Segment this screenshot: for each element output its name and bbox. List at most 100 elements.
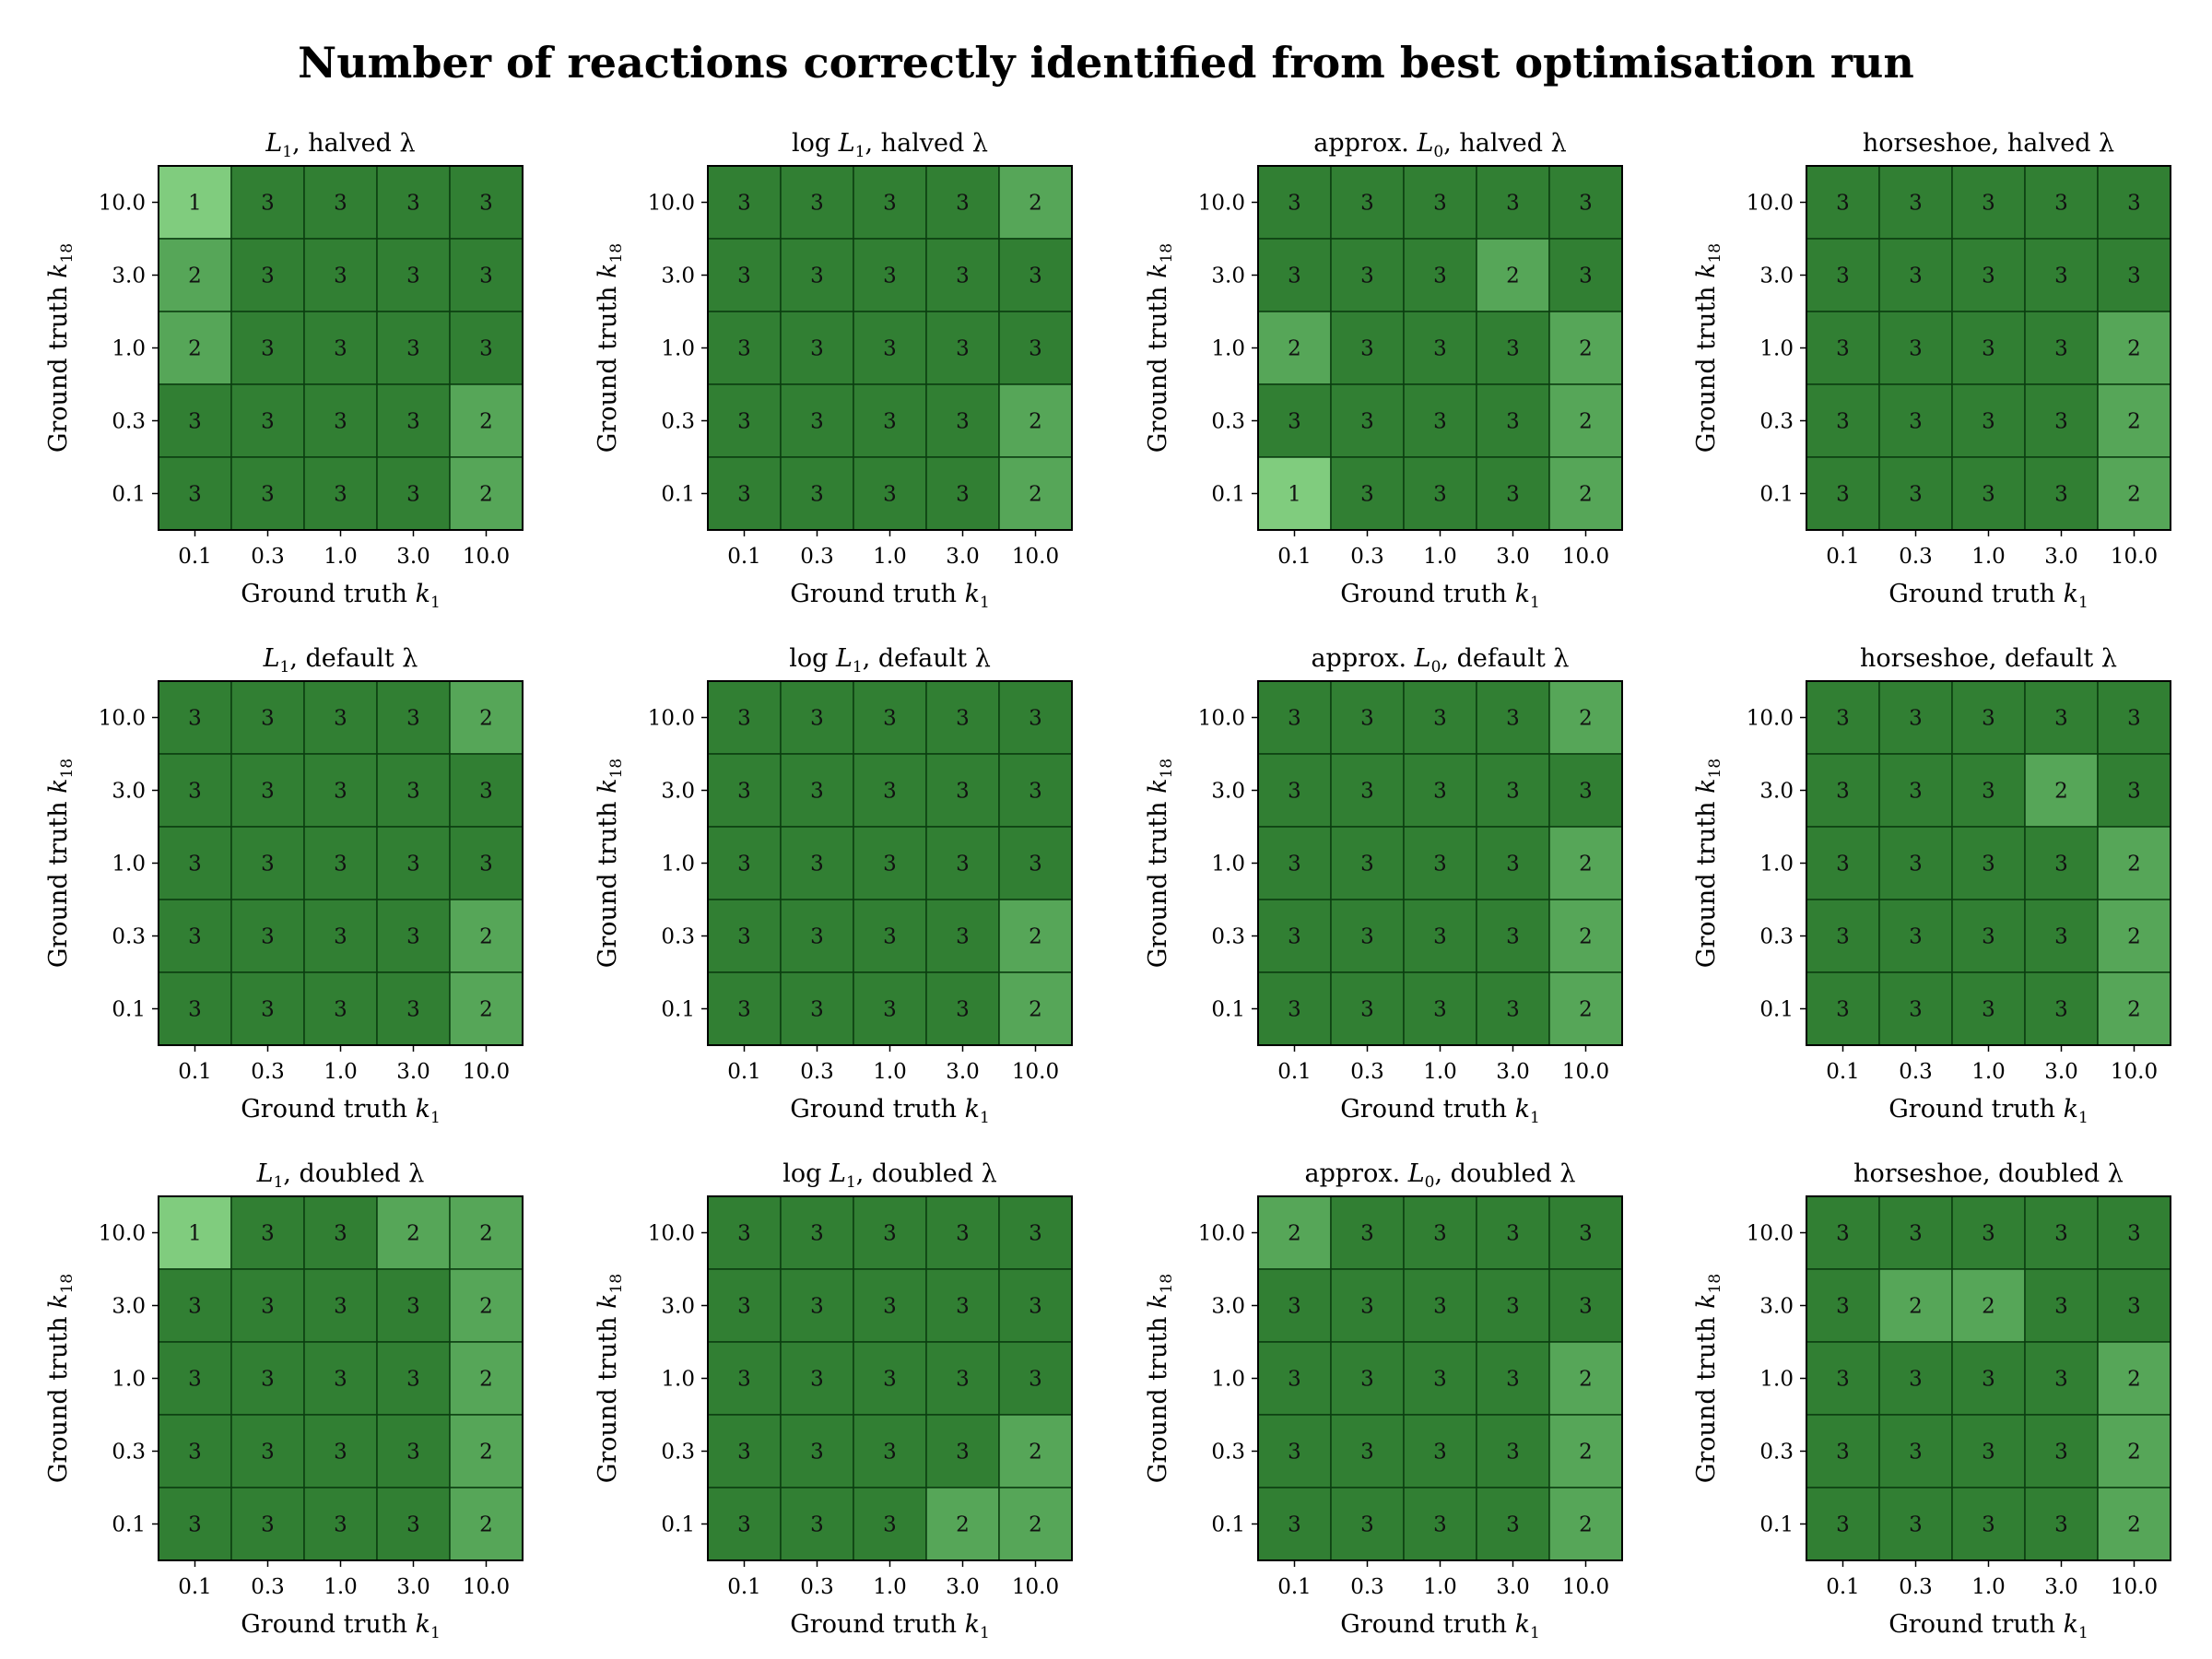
cell-value-label: 3 (406, 853, 420, 877)
cell-value-label: 3 (261, 192, 275, 216)
heatmap-cell (2097, 680, 2171, 755)
y-tick-label: 10.0 (1747, 707, 1794, 731)
cell-value-label: 3 (1982, 925, 1995, 949)
heatmap-cell (449, 1268, 524, 1343)
heatmap-cell (853, 971, 927, 1046)
x-axis-label: Ground truth k1 (1340, 1095, 1540, 1127)
cell-value-label: 3 (810, 1222, 824, 1246)
cell-value-label: 3 (737, 265, 751, 288)
heatmap-cell (376, 899, 451, 973)
heatmap-cell (230, 753, 305, 828)
cell-value-label: 2 (1579, 1513, 1593, 1537)
cell-value-label: 3 (810, 192, 824, 216)
cell-value-label: 3 (1360, 853, 1374, 877)
heatmap-cell (1548, 1195, 1623, 1270)
heatmap-cell (1476, 1487, 1550, 1561)
cell-value-label: 3 (1360, 707, 1374, 731)
heatmap-cell (230, 165, 305, 240)
cell-value-label: 3 (737, 998, 751, 1022)
cell-value-label: 2 (2127, 1368, 2141, 1392)
cell-value-label: 3 (1836, 410, 1850, 434)
heatmap-cell (707, 383, 782, 458)
cell-value-label: 2 (479, 998, 493, 1022)
cell-value-label: 3 (1360, 1295, 1374, 1319)
cell-value-label: 3 (737, 1441, 751, 1465)
heatmap-cell (449, 383, 524, 458)
x-tick-label: 1.0 (324, 545, 358, 569)
cell-value-label: 3 (2054, 1441, 2068, 1465)
y-tick-label: 3.0 (661, 1295, 695, 1319)
cell-value-label: 3 (2054, 707, 2068, 731)
cell-value-label: 3 (1433, 780, 1447, 804)
heatmap-cell (2097, 1195, 2171, 1270)
panel-title: L1, doubled λ (256, 1159, 425, 1192)
cell-value-label: 3 (1909, 337, 1923, 361)
x-tick-label: 1.0 (873, 545, 907, 569)
cell-value-label: 3 (334, 1295, 347, 1319)
cell-value-label: 3 (406, 925, 420, 949)
cell-value-label: 3 (1982, 1441, 1995, 1465)
heatmap-cell (230, 899, 305, 973)
cell-value-label: 3 (334, 192, 347, 216)
heatmap-panel: 1 3 3 2 2 3 3 3 3 2 3 3 3 3 2 3 3 3 3 2 3 3 3 3 2 0.1 0.3 1.0 3.0 10.… (44, 1159, 524, 1642)
x-tick-label: 3.0 (2044, 1060, 2078, 1084)
x-tick-label: 0.1 (1826, 1575, 1860, 1599)
y-axis-label: Ground truth k18 (1144, 243, 1176, 453)
cell-value-label: 3 (334, 925, 347, 949)
cell-value-label: 3 (334, 1368, 347, 1392)
heatmap-cell (1403, 1341, 1477, 1416)
heatmap-cell (998, 1268, 1073, 1343)
x-tick-label: 0.1 (178, 1575, 212, 1599)
heatmap-cell (303, 1268, 378, 1343)
cell-value-label: 3 (479, 853, 493, 877)
heatmap-panel: 3 3 3 3 3 3 3 3 3 3 3 3 3 3 3 3 3 3 3 2 3 3 3 3 2 0.1 0.3 1.0 3.0 10.… (594, 644, 1073, 1127)
cell-value-label: 3 (1982, 707, 1995, 731)
x-tick-label: 1.0 (873, 1575, 907, 1599)
panel-title: approx. L0, doubled λ (1305, 1159, 1576, 1192)
cell-value-label: 3 (1836, 265, 1850, 288)
cell-value-label: 2 (479, 410, 493, 434)
cell-value-label: 2 (1579, 337, 1593, 361)
cell-value-label: 2 (479, 1295, 493, 1319)
cell-value-label: 3 (1506, 998, 1520, 1022)
cell-value-label: 3 (1506, 1368, 1520, 1392)
heatmap-cell (1806, 311, 1880, 385)
cell-value-label: 3 (406, 192, 420, 216)
y-tick-label: 0.1 (661, 483, 695, 507)
cell-value-label: 3 (334, 1222, 347, 1246)
x-axis-label: Ground truth k1 (241, 580, 441, 612)
heatmap-cell (1878, 680, 1953, 755)
cell-value-label: 3 (1579, 192, 1593, 216)
heatmap-cell (998, 238, 1073, 312)
x-tick-label: 0.1 (178, 545, 212, 569)
x-tick-label: 3.0 (946, 545, 980, 569)
heatmap-cell (1403, 1268, 1477, 1343)
y-tick-label: 0.1 (661, 998, 695, 1022)
cell-value-label: 3 (1360, 265, 1374, 288)
cell-value-label: 3 (1360, 998, 1374, 1022)
cell-value-label: 3 (406, 483, 420, 507)
heatmap-cell (449, 1414, 524, 1488)
cell-value-label: 3 (261, 483, 275, 507)
panel-title: L1, halved λ (265, 129, 415, 161)
x-tick-label: 3.0 (396, 1575, 430, 1599)
heatmap-cell (1403, 238, 1477, 312)
y-tick-label: 1.0 (112, 1368, 146, 1392)
cell-value-label: 3 (810, 1368, 824, 1392)
x-tick-label: 0.3 (251, 1575, 285, 1599)
panel-title: approx. L0, default λ (1311, 644, 1569, 677)
cell-value-label: 3 (1433, 337, 1447, 361)
cell-value-label: 2 (1909, 1295, 1923, 1319)
cell-value-label: 3 (1029, 1368, 1042, 1392)
cell-value-label: 3 (883, 192, 897, 216)
heatmap-cell (1403, 383, 1477, 458)
y-tick-label: 0.3 (112, 925, 146, 949)
x-axis-label: Ground truth k1 (241, 1610, 441, 1642)
x-tick-label: 3.0 (1496, 545, 1530, 569)
heatmap-cell (925, 383, 1000, 458)
x-tick-label: 10.0 (1562, 545, 1609, 569)
heatmap-cell (1951, 1414, 2026, 1488)
heatmap-cell (449, 1195, 524, 1270)
x-tick-label: 10.0 (2111, 1575, 2158, 1599)
y-tick-label: 1.0 (1211, 1368, 1245, 1392)
